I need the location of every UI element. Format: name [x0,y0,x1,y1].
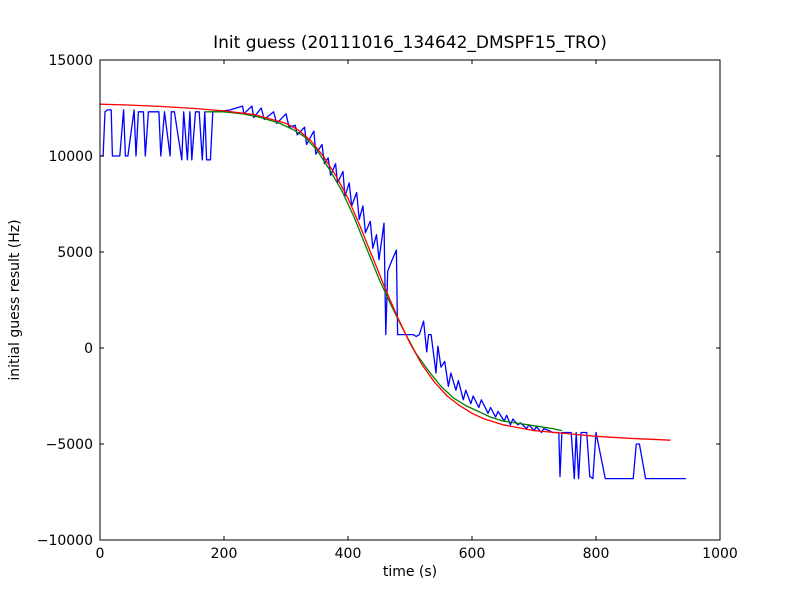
x-tick-label: 0 [96,546,105,562]
y-axis-ticks: −10000 −5000 0 5000 10000 15000 [37,53,720,549]
x-axis-label: time (s) [383,564,437,580]
series-line-0 [100,105,686,480]
x-tick-label: 600 [459,546,486,562]
y-tick-label: −10000 [37,533,93,549]
series-line-2 [99,103,671,441]
x-tick-label: 800 [583,546,610,562]
x-axis-ticks: 0 200 400 600 800 1000 [96,60,738,562]
y-tick-label: 15000 [48,53,93,69]
series-layer [99,103,686,480]
y-axis-label: initial guess result (Hz) [7,219,23,380]
chart-title: Init guess (20111016_134642_DMSPF15_TRO) [213,33,607,53]
plot-area-background [100,60,720,540]
x-tick-label: 400 [335,546,362,562]
x-tick-label: 200 [211,546,238,562]
y-tick-label: 10000 [48,149,93,165]
y-tick-label: −5000 [46,437,93,453]
x-tick-label: 1000 [702,546,738,562]
y-tick-label: 5000 [57,245,93,261]
plot-frame [99,59,721,541]
y-tick-label: 0 [84,341,93,357]
